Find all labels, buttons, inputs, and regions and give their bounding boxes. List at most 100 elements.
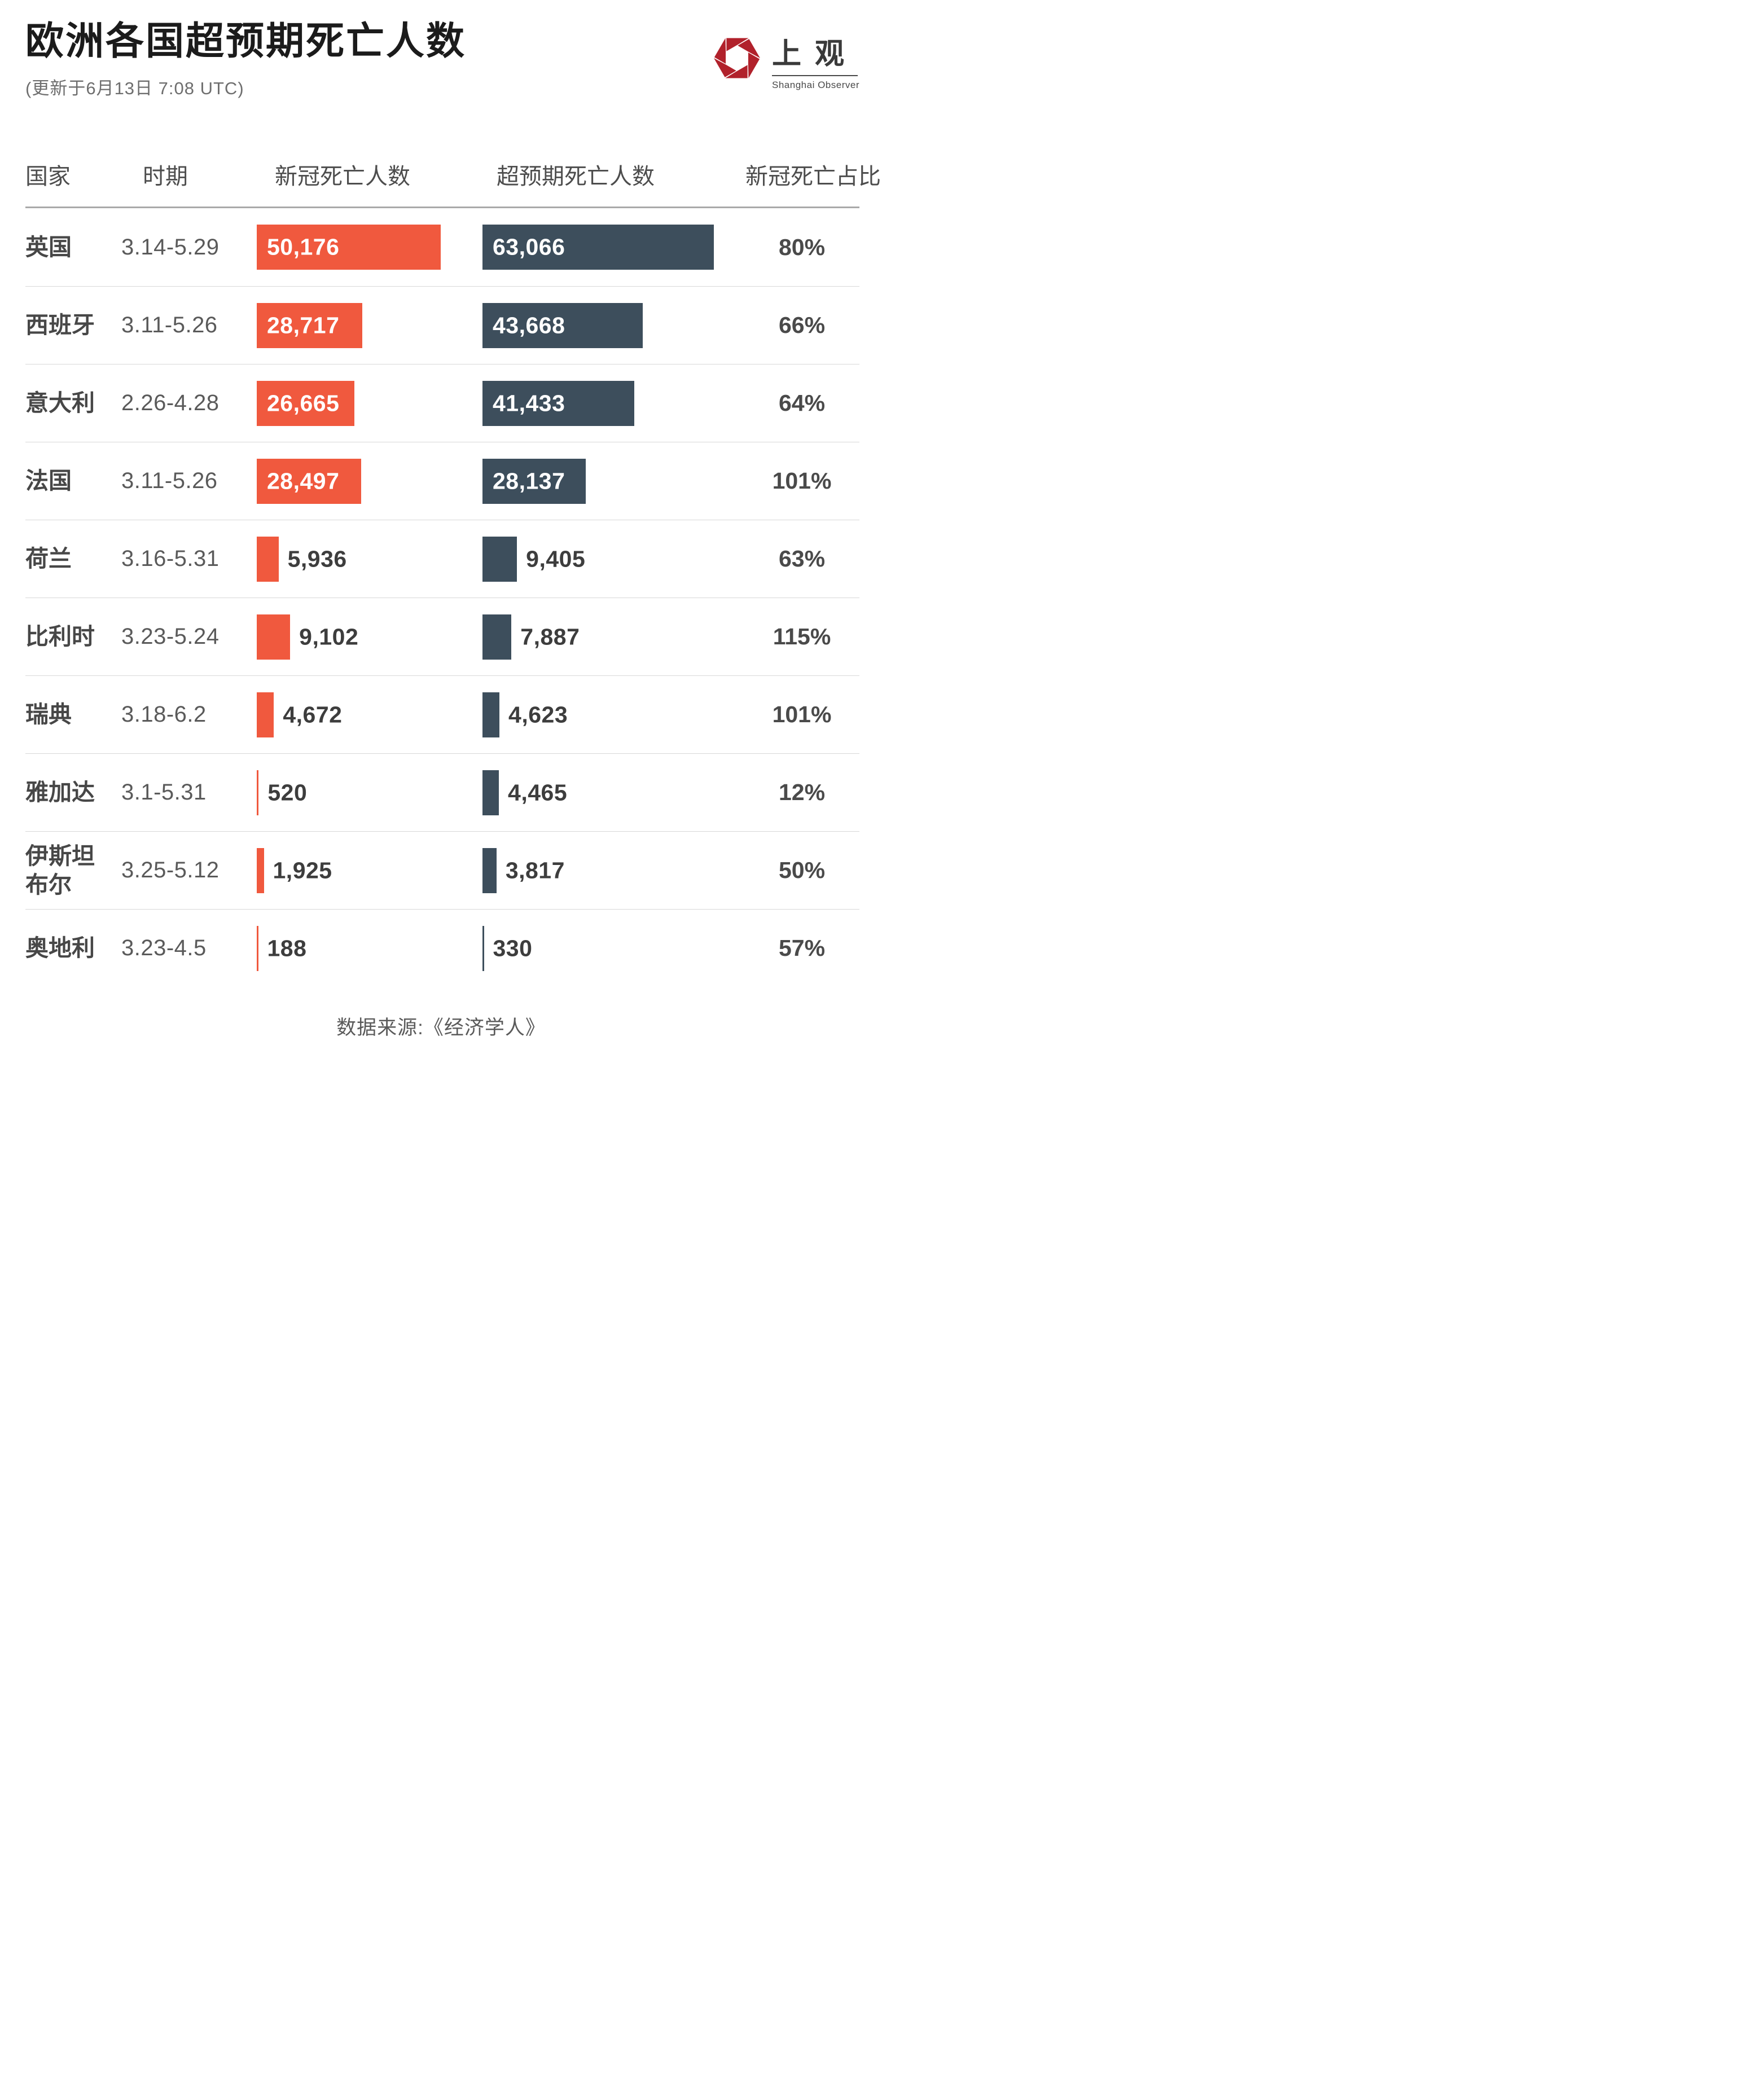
covid-deaths-bar-cell: 26,665 [257, 364, 482, 442]
excess-deaths-bar-cell: 63,066 [482, 208, 745, 286]
table-row: 奥地利 3.23-4.5 188 330 57% [25, 909, 859, 987]
covid-deaths-bar-cell: 28,717 [257, 287, 482, 364]
covid-share-value: 80% [778, 234, 826, 260]
covid-deaths-value: 520 [267, 779, 308, 806]
covid-deaths-value: 188 [267, 935, 307, 961]
period-label: 3.23-4.5 [121, 936, 207, 961]
covid-share-value: 50% [778, 857, 826, 884]
excess-deaths-bar-cell: 4,623 [482, 676, 745, 753]
table-header-row: 国家 时期 新冠死亡人数 超预期死亡人数 新冠死亡占比 [25, 158, 881, 191]
excess-deaths-value: 7,887 [520, 623, 580, 650]
excess-deaths-value: 9,405 [526, 546, 586, 572]
data-source: 数据来源:《经济学人》 [336, 1017, 546, 1039]
covid-deaths-bar-cell: 188 [257, 910, 482, 987]
excess-deaths-bar [482, 770, 499, 815]
column-header-excess-deaths: 超预期死亡人数 [497, 164, 655, 190]
covid-deaths-value: 9,102 [299, 623, 359, 650]
excess-deaths-bar [482, 692, 500, 737]
excess-deaths-value: 330 [493, 935, 533, 961]
column-header-covid-deaths: 新冠死亡人数 [275, 164, 410, 190]
period-label: 3.11-5.26 [121, 468, 218, 494]
table-row: 意大利 2.26-4.28 26,665 41,433 64% [25, 364, 859, 442]
page-title: 欧洲各国超预期死亡人数 [25, 20, 467, 63]
column-header-period: 时期 [143, 164, 188, 190]
table-row: 法国 3.11-5.26 28,497 28,137 101% [25, 442, 859, 520]
excess-deaths-value: 41,433 [493, 390, 565, 416]
country-label: 荷兰 [25, 546, 72, 572]
aperture-hexagon-icon [714, 38, 761, 78]
column-header-country: 国家 [25, 164, 71, 190]
table-row: 荷兰 3.16-5.31 5,936 9,405 63% [25, 520, 859, 598]
excess-deaths-value: 43,668 [493, 312, 565, 339]
table-row: 雅加达 3.1-5.31 520 4,465 12% [25, 753, 859, 831]
excess-deaths-bar [482, 380, 635, 426]
country-label: 英国 [25, 234, 72, 260]
country-label: 比利时 [25, 623, 95, 650]
period-label: 3.16-5.31 [121, 546, 220, 572]
covid-share-value: 115% [773, 623, 831, 650]
period-label: 3.11-5.26 [121, 313, 218, 338]
period-label: 3.25-5.12 [121, 858, 220, 883]
country-label: 意大利 [25, 390, 95, 416]
country-label: 伊斯坦布尔 [25, 842, 95, 898]
covid-deaths-bar [257, 458, 362, 504]
excess-deaths-bar-cell: 41,433 [482, 364, 745, 442]
covid-deaths-bar-cell: 50,176 [257, 208, 482, 286]
covid-share-value: 101% [772, 701, 832, 728]
excess-deaths-value: 28,137 [493, 468, 565, 494]
excess-deaths-bar-cell: 330 [482, 910, 745, 987]
covid-deaths-bar [257, 225, 441, 270]
excess-deaths-bar-cell: 7,887 [482, 598, 745, 675]
excess-deaths-bar-cell: 28,137 [482, 442, 745, 520]
covid-deaths-bar [257, 770, 259, 815]
excess-deaths-bar-cell: 4,465 [482, 754, 745, 831]
table-row: 西班牙 3.11-5.26 28,717 43,668 66% [25, 286, 859, 364]
period-label: 3.23-5.24 [121, 624, 220, 649]
period-label: 2.26-4.28 [121, 390, 220, 416]
covid-deaths-bar [257, 614, 291, 660]
excess-deaths-bar [482, 614, 512, 660]
excess-deaths-bar-cell: 9,405 [482, 520, 745, 598]
covid-deaths-value: 28,717 [267, 312, 340, 339]
covid-share-value: 57% [778, 935, 826, 961]
covid-deaths-value: 1,925 [273, 857, 332, 884]
covid-deaths-value: 4,672 [283, 701, 343, 728]
excess-deaths-bar [482, 536, 517, 582]
table-body: 英国 3.14-5.29 50,176 63,066 80% 西班牙 3.11-5.26 28… [25, 208, 859, 987]
covid-share-value: 63% [778, 546, 826, 572]
covid-deaths-bar-cell: 9,102 [257, 598, 482, 675]
logo-chinese-name: 上观 [772, 38, 858, 71]
covid-deaths-bar-cell: 4,672 [257, 676, 482, 753]
excess-deaths-value: 3,817 [505, 857, 565, 884]
covid-deaths-value: 28,497 [267, 468, 340, 494]
infographic-page: 欧洲各国超预期死亡人数 (更新于6月13日 7:08 UTC) 上观 Shang… [0, 0, 882, 1043]
covid-share-value: 12% [778, 779, 826, 806]
title-block: 欧洲各国超预期死亡人数 (更新于6月13日 7:08 UTC) [25, 21, 466, 99]
covid-deaths-value: 50,176 [267, 234, 340, 260]
covid-deaths-bar [257, 925, 258, 971]
table-row: 英国 3.14-5.29 50,176 63,066 80% [25, 208, 859, 286]
period-label: 3.14-5.29 [121, 234, 220, 260]
country-label: 奥地利 [25, 935, 95, 961]
header-rule [25, 207, 859, 209]
covid-deaths-bar-cell: 28,497 [257, 442, 482, 520]
table-row: 伊斯坦布尔 3.25-5.12 1,925 3,817 50% [25, 831, 859, 909]
update-timestamp: (更新于6月13日 7:08 UTC) [25, 78, 244, 99]
excess-deaths-bar [482, 302, 643, 348]
excess-deaths-bar [482, 458, 586, 504]
excess-deaths-value: 63,066 [493, 234, 565, 260]
period-label: 3.18-6.2 [121, 702, 207, 727]
excess-deaths-value: 4,623 [508, 701, 568, 728]
covid-deaths-bar [257, 692, 274, 737]
excess-deaths-bar [482, 225, 714, 270]
excess-deaths-bar [482, 847, 497, 893]
covid-deaths-bar [257, 302, 362, 348]
covid-deaths-bar [257, 847, 264, 893]
covid-deaths-bar-cell: 1,925 [257, 832, 482, 909]
table-row: 比利时 3.23-5.24 9,102 7,887 115% [25, 598, 859, 675]
country-label: 雅加达 [25, 779, 95, 806]
covid-share-value: 101% [772, 468, 832, 494]
covid-share-value: 64% [778, 390, 826, 416]
covid-deaths-value: 5,936 [287, 546, 347, 572]
excess-deaths-bar-cell: 3,817 [482, 832, 745, 909]
